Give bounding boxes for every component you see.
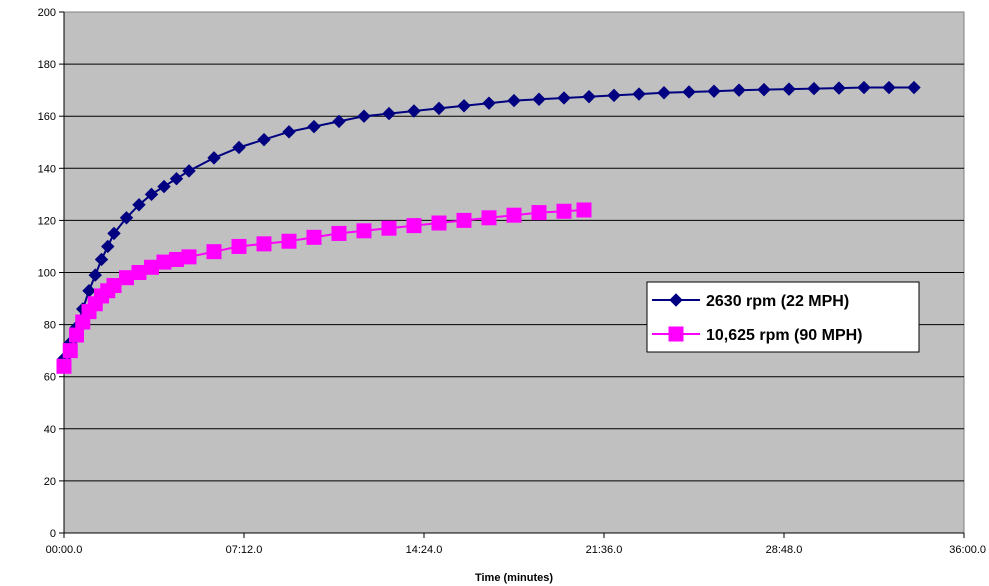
data-point [556, 203, 572, 219]
data-point [132, 198, 146, 212]
x-axis-ticks: 00:00.0 07:12.0 14:24.0 21:36.0 28:48.0 36:00… [46, 533, 986, 556]
data-point [382, 106, 396, 121]
data-point [507, 93, 521, 108]
data-point [668, 326, 684, 342]
y-tick-label: 0 [50, 528, 56, 540]
legend-item: 2630 rpm (22 MPH) [652, 293, 849, 310]
y-tick-label: 160 [38, 111, 56, 123]
data-point [144, 187, 159, 202]
data-point [506, 207, 522, 223]
data-point [206, 244, 222, 260]
data-point [306, 229, 322, 245]
data-point [231, 238, 247, 254]
data-point [907, 80, 921, 95]
data-point [69, 327, 84, 343]
data-point [757, 82, 771, 97]
data-point [256, 236, 272, 252]
data-point [381, 220, 397, 236]
data-point [88, 268, 102, 282]
data-point [632, 87, 646, 101]
data-point [169, 251, 184, 267]
data-point [682, 85, 696, 99]
y-tick-label: 120 [38, 215, 56, 227]
data-point [332, 114, 346, 129]
data-point [532, 92, 546, 106]
data-point [101, 239, 115, 254]
data-point [657, 86, 671, 100]
data-point [832, 81, 846, 95]
data-point [782, 82, 796, 96]
data-point [807, 81, 821, 96]
legend-label: 10,625 rpm (90 MPH) [706, 327, 863, 344]
data-point [456, 212, 472, 228]
x-tick-label: 28:48.0 [766, 544, 803, 556]
x-tick-label: 14:24.0 [406, 544, 443, 556]
data-point [557, 91, 571, 105]
data-point [307, 119, 321, 134]
data-point [156, 254, 172, 270]
x-axis-title: Time (minutes) [475, 572, 553, 584]
data-point [431, 215, 447, 231]
data-point [582, 89, 596, 104]
data-point [707, 84, 721, 98]
x-tick-label: 00:00.0 [46, 544, 83, 556]
data-point [94, 252, 109, 267]
data-point [407, 104, 421, 118]
x-tick-label: 07:12.0 [226, 544, 263, 556]
y-tick-label: 40 [44, 424, 56, 436]
data-point [356, 223, 372, 239]
x-tick-label: 36:00.0 [949, 544, 986, 556]
data-point [882, 80, 896, 95]
y-tick-label: 100 [38, 268, 56, 280]
y-tick-label: 140 [38, 163, 56, 175]
y-tick-label: 80 [44, 320, 56, 332]
data-point [481, 210, 497, 226]
data-point [119, 270, 134, 286]
data-point [531, 205, 547, 221]
data-point [257, 132, 271, 147]
data-point [482, 96, 496, 110]
data-point [406, 218, 422, 234]
y-axis-ticks: 0 20 40 60 80 100 120 140 160 180 200 [38, 7, 64, 540]
data-point [181, 249, 197, 265]
data-point [232, 140, 246, 155]
y-tick-label: 20 [44, 476, 56, 488]
data-point [457, 99, 471, 113]
data-point [144, 259, 159, 275]
data-point [357, 109, 371, 123]
legend: 2630 rpm (22 MPH) 10,625 rpm (90 MPH) [646, 281, 920, 353]
data-point [107, 226, 121, 241]
data-point [576, 202, 592, 218]
legend-box [646, 281, 920, 353]
data-point [331, 225, 347, 241]
legend-item: 10,625 rpm (90 MPH) [652, 326, 863, 344]
series-2 [56, 202, 592, 374]
data-point [106, 278, 122, 294]
data-point [669, 293, 683, 307]
data-point [131, 265, 147, 280]
data-point [607, 88, 621, 103]
data-point [207, 151, 221, 165]
data-point [432, 101, 446, 116]
x-tick-label: 21:36.0 [586, 544, 623, 556]
data-point [282, 125, 296, 139]
data-point [281, 233, 297, 249]
y-tick-label: 200 [38, 7, 56, 19]
data-point [157, 179, 171, 194]
data-point [119, 211, 134, 225]
y-tick-label: 60 [44, 372, 56, 384]
data-point [56, 358, 72, 374]
data-point [62, 343, 78, 359]
y-tick-label: 180 [38, 59, 56, 71]
data-point [169, 172, 184, 186]
data-point [182, 164, 196, 178]
legend-label: 2630 rpm (22 MPH) [706, 293, 849, 310]
data-point [732, 83, 746, 97]
data-point [857, 80, 871, 95]
series-group [56, 80, 921, 374]
